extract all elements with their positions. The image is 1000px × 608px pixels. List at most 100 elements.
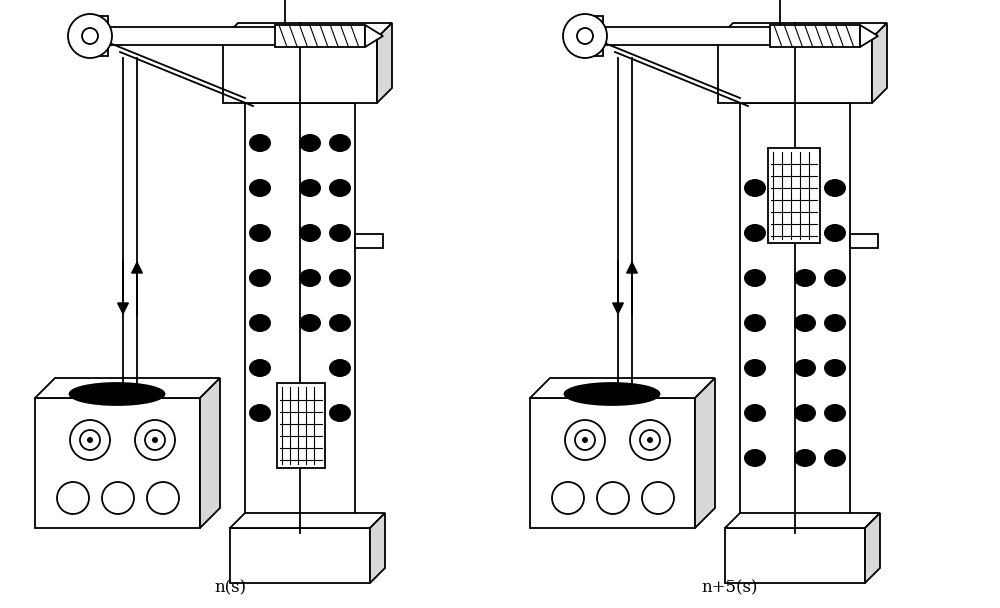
Ellipse shape xyxy=(824,269,846,287)
Polygon shape xyxy=(725,513,880,528)
Circle shape xyxy=(68,14,112,58)
Ellipse shape xyxy=(824,224,846,242)
Ellipse shape xyxy=(824,359,846,377)
Ellipse shape xyxy=(824,179,846,197)
Circle shape xyxy=(642,482,674,514)
Polygon shape xyxy=(695,378,715,528)
Bar xyxy=(277,383,325,468)
Polygon shape xyxy=(872,23,887,103)
Ellipse shape xyxy=(329,179,351,197)
Circle shape xyxy=(577,28,593,44)
Ellipse shape xyxy=(744,269,766,287)
Polygon shape xyxy=(223,23,392,38)
Polygon shape xyxy=(718,23,887,38)
Ellipse shape xyxy=(744,449,766,467)
Polygon shape xyxy=(607,44,748,106)
Ellipse shape xyxy=(824,449,846,467)
Ellipse shape xyxy=(564,383,660,405)
Ellipse shape xyxy=(249,404,271,422)
Ellipse shape xyxy=(299,224,321,242)
Bar xyxy=(718,38,872,103)
Ellipse shape xyxy=(744,224,766,242)
Ellipse shape xyxy=(249,314,271,332)
Ellipse shape xyxy=(329,359,351,377)
Circle shape xyxy=(135,420,175,460)
Circle shape xyxy=(145,430,165,450)
Bar xyxy=(585,27,830,45)
Bar xyxy=(585,16,603,56)
Ellipse shape xyxy=(744,404,766,422)
Circle shape xyxy=(82,28,98,44)
Ellipse shape xyxy=(249,269,271,287)
Bar xyxy=(725,528,865,583)
Text: n(s): n(s) xyxy=(214,579,246,596)
Bar xyxy=(275,25,365,47)
Bar xyxy=(768,148,820,243)
Circle shape xyxy=(640,430,660,450)
Ellipse shape xyxy=(299,179,321,197)
Ellipse shape xyxy=(299,134,321,152)
Circle shape xyxy=(152,437,158,443)
Bar xyxy=(230,528,370,583)
Bar xyxy=(90,27,335,45)
Ellipse shape xyxy=(299,314,321,332)
Ellipse shape xyxy=(794,314,816,332)
Bar xyxy=(355,234,383,248)
Bar xyxy=(82,14,98,58)
Ellipse shape xyxy=(824,404,846,422)
Ellipse shape xyxy=(249,359,271,377)
Polygon shape xyxy=(112,44,253,106)
Circle shape xyxy=(70,420,110,460)
Polygon shape xyxy=(35,378,220,398)
Circle shape xyxy=(57,482,89,514)
Circle shape xyxy=(147,482,179,514)
Polygon shape xyxy=(865,513,880,583)
Ellipse shape xyxy=(744,359,766,377)
Bar xyxy=(245,103,355,533)
Polygon shape xyxy=(530,378,715,398)
Polygon shape xyxy=(230,513,385,528)
Ellipse shape xyxy=(794,359,816,377)
Text: n+5(s): n+5(s) xyxy=(702,579,758,596)
Ellipse shape xyxy=(744,179,766,197)
Ellipse shape xyxy=(794,179,816,197)
Circle shape xyxy=(102,482,134,514)
Ellipse shape xyxy=(329,224,351,242)
Ellipse shape xyxy=(794,269,816,287)
Circle shape xyxy=(630,420,670,460)
Circle shape xyxy=(597,482,629,514)
Ellipse shape xyxy=(70,383,164,405)
Ellipse shape xyxy=(299,269,321,287)
Circle shape xyxy=(552,482,584,514)
Polygon shape xyxy=(860,25,878,47)
Ellipse shape xyxy=(329,269,351,287)
Circle shape xyxy=(647,437,653,443)
Bar xyxy=(90,16,108,56)
Ellipse shape xyxy=(744,314,766,332)
Polygon shape xyxy=(377,23,392,103)
Circle shape xyxy=(582,437,588,443)
Bar xyxy=(577,14,593,58)
Ellipse shape xyxy=(824,314,846,332)
Ellipse shape xyxy=(249,134,271,152)
Bar xyxy=(770,25,860,47)
Circle shape xyxy=(80,430,100,450)
Bar xyxy=(850,234,878,248)
Circle shape xyxy=(575,430,595,450)
Bar xyxy=(530,398,695,528)
Polygon shape xyxy=(370,513,385,583)
Polygon shape xyxy=(200,378,220,528)
Ellipse shape xyxy=(794,404,816,422)
Bar xyxy=(35,398,200,528)
Ellipse shape xyxy=(329,404,351,422)
Ellipse shape xyxy=(329,134,351,152)
Circle shape xyxy=(87,437,93,443)
Ellipse shape xyxy=(794,449,816,467)
Circle shape xyxy=(563,14,607,58)
Ellipse shape xyxy=(249,179,271,197)
Ellipse shape xyxy=(329,314,351,332)
Polygon shape xyxy=(365,25,383,47)
Ellipse shape xyxy=(249,224,271,242)
Bar xyxy=(223,38,377,103)
Circle shape xyxy=(565,420,605,460)
